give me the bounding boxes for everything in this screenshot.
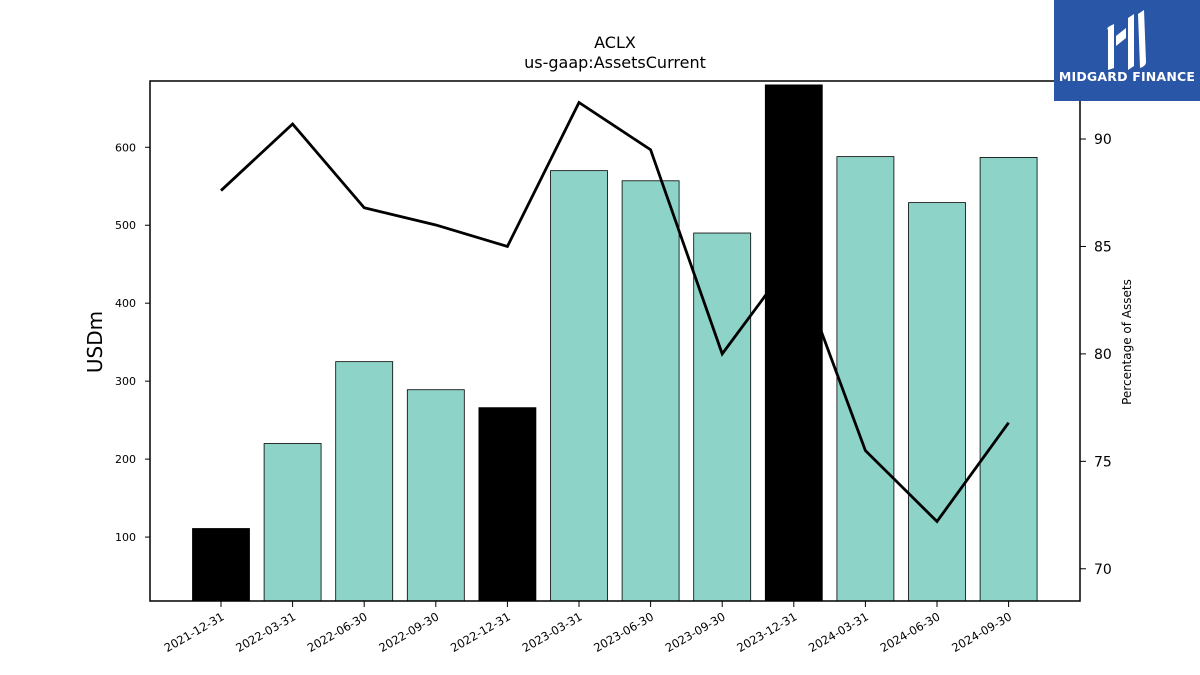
- x-ticks: 2021-12-31 2022-03-31 2022-06-30 2022-09-30…: [162, 601, 1014, 655]
- y-tick-label: 600: [115, 141, 136, 154]
- chart-subtitle: us-gaap:AssetsCurrent: [524, 53, 706, 72]
- chart-title: ACLX: [594, 33, 636, 52]
- percentage-line: [220, 100, 1010, 524]
- y2-tick-label: 75: [1094, 454, 1112, 470]
- bar-2022-09-30: [406, 389, 465, 602]
- bar-2024-06-30: [908, 202, 966, 602]
- y2-tick-label: 85: [1094, 239, 1112, 255]
- bar-2023-03-31: [550, 170, 608, 602]
- y2-tick-label: 70: [1094, 562, 1112, 578]
- y2-tick-label: 90: [1094, 132, 1112, 148]
- y2-axis-label: Percentage of Assets: [1120, 279, 1134, 405]
- y-tick-label: 100: [115, 531, 136, 544]
- y-axis-label: USDm: [83, 311, 107, 373]
- y-tick-label: 200: [115, 453, 136, 466]
- y2-ticks: 70 75 80 85 90: [1080, 132, 1112, 578]
- y-tick-label: 500: [115, 219, 136, 232]
- x-tick-label: 2023-06-30: [591, 609, 656, 655]
- y-tick-label: 300: [115, 375, 136, 388]
- x-tick-label: 2021-12-31: [162, 609, 227, 655]
- bar-2022-03-31: [263, 443, 322, 602]
- y-ticks: 100 200 300 400 500 600: [115, 141, 150, 544]
- bar-2023-12-31: [764, 84, 823, 602]
- x-tick-label: 2024-06-30: [878, 609, 943, 655]
- brand-logo: MIDGARD FINANCE: [1054, 0, 1200, 101]
- bar-2022-12-31: [478, 407, 537, 602]
- y2-tick-label: 80: [1094, 347, 1112, 363]
- bar-2024-09-30: [979, 157, 1038, 602]
- x-tick-label: 2023-03-31: [520, 609, 585, 655]
- x-tick-label: 2023-09-30: [663, 609, 728, 655]
- x-tick-label: 2022-09-30: [376, 609, 441, 655]
- x-tick-label: 2022-12-31: [448, 609, 513, 655]
- bar-2022-06-30: [335, 361, 394, 602]
- x-tick-label: 2023-12-31: [734, 609, 799, 655]
- logo-text: MIDGARD FINANCE: [1058, 69, 1196, 84]
- x-tick-label: 2024-03-31: [806, 609, 871, 655]
- logo-mark-icon: [1107, 10, 1146, 70]
- bar-2023-09-30: [693, 232, 752, 602]
- line-group: [220, 100, 1010, 524]
- plot-frame: [149, 80, 1081, 602]
- bar-2024-03-31: [836, 156, 895, 602]
- bar-2023-06-30: [621, 180, 680, 602]
- x-tick-label: 2022-03-31: [233, 609, 298, 655]
- x-tick-label: 2024-09-30: [949, 609, 1014, 655]
- bars-group: [192, 84, 1038, 602]
- x-tick-label: 2022-06-30: [305, 609, 370, 655]
- y-tick-label: 400: [115, 297, 136, 310]
- bar-2021-12-31: [192, 528, 250, 602]
